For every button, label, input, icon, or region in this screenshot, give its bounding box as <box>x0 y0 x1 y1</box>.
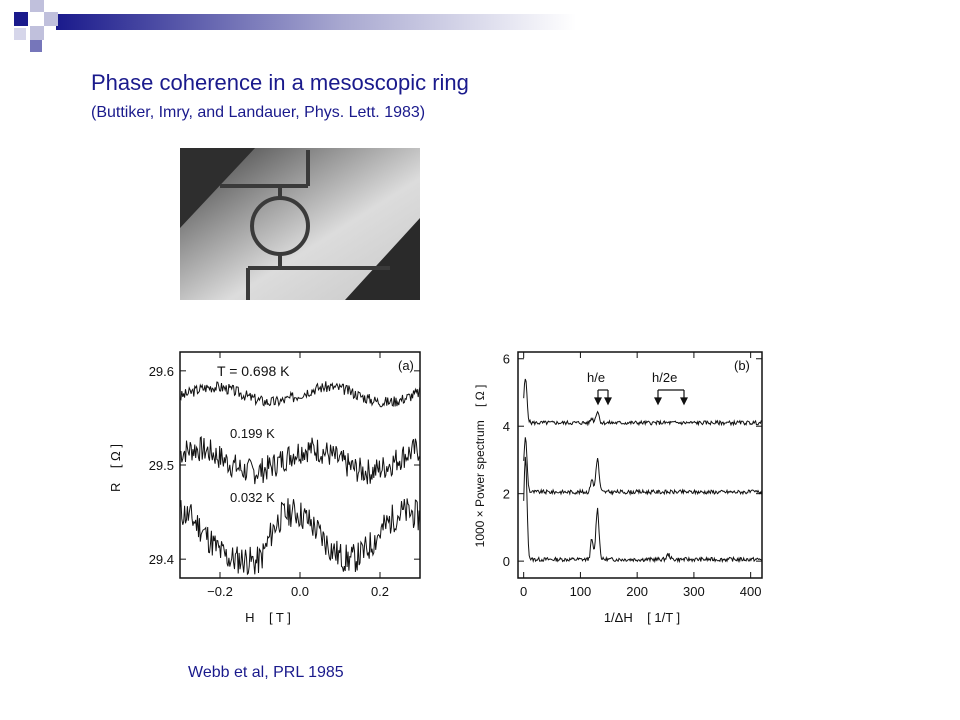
plot-b-axes: 0 100 200 300 400 6 4 2 0 <box>503 351 763 599</box>
plot-a-curve-label: T = 0.698 K <box>217 363 290 379</box>
plot-b-ylabel: 1000 × Power spectrum [ Ω ] <box>473 385 487 548</box>
plot-a-curve-label: 0.199 K <box>230 426 275 441</box>
plot-b-ytick-label: 6 <box>503 352 510 367</box>
plot-b-xtick-label: 300 <box>683 584 705 599</box>
plot-b: 0 100 200 300 400 6 4 2 0 (b) h/e h/2e 1/ΔH [ 1/… <box>473 351 763 625</box>
plot-a-trace <box>179 498 421 576</box>
plot-b-panel-label: (b) <box>734 358 750 373</box>
top-gradient-bar <box>56 14 576 30</box>
slide-title: Phase coherence in a mesoscopic ring <box>91 70 469 95</box>
corner-square-light <box>30 0 44 12</box>
corner-square-light <box>44 12 58 26</box>
plot-b-annotation-arrows <box>594 389 688 406</box>
plot-a-curve-label: 0.032 K <box>230 490 275 505</box>
corner-square-light <box>30 26 44 40</box>
plot-a: −0.2 0.0 0.2 29.6 29.5 29.4 (a) T = 0.698 K 0… <box>108 351 421 625</box>
plot-b-annotation-he: h/e <box>587 370 605 385</box>
plot-a-xtick-label: −0.2 <box>207 584 233 599</box>
plot-a-xtick-label: 0.2 <box>371 584 389 599</box>
plot-b-annotation-h2e: h/2e <box>652 370 677 385</box>
plot-b-spectrum <box>523 378 763 427</box>
plot-b-xtick-label: 200 <box>626 584 648 599</box>
plot-b-spectrum <box>523 456 763 564</box>
plot-a-trace <box>179 436 421 485</box>
plot-b-ytick-label: 4 <box>503 419 510 434</box>
plot-b-xtick-label: 100 <box>570 584 592 599</box>
slide-subtitle: (Buttiker, Imry, and Landauer, Phys. Let… <box>91 104 426 121</box>
plot-a-ytick-label: 29.4 <box>149 552 174 567</box>
plot-a-panel-label: (a) <box>398 358 414 373</box>
plot-b-xtick-label: 0 <box>520 584 527 599</box>
plot-a-axes: −0.2 0.0 0.2 29.6 29.5 29.4 <box>149 351 421 599</box>
plot-b-curves <box>523 378 763 564</box>
plot-a-ylabel: R [ Ω ] <box>108 444 123 492</box>
plot-b-xtick-label: 400 <box>740 584 762 599</box>
ring-micrograph <box>180 148 420 300</box>
plot-b-spectrum <box>523 437 763 496</box>
plot-b-ytick-label: 0 <box>503 554 510 569</box>
plot-b-ytick-label: 2 <box>503 487 510 502</box>
plot-a-ytick-label: 29.6 <box>149 364 174 379</box>
plot-a-trace <box>179 381 421 408</box>
plot-a-xtick-label: 0.0 <box>291 584 309 599</box>
corner-square-light <box>14 28 26 40</box>
plot-b-frame <box>517 351 763 579</box>
plot-a-ytick-label: 29.5 <box>149 458 174 473</box>
corner-square-dark <box>30 40 42 52</box>
plot-b-xlabel: 1/ΔH [ 1/T ] <box>604 610 680 625</box>
figure-credit: Webb et al, PRL 1985 <box>188 664 344 681</box>
corner-square-dark <box>14 12 28 26</box>
plot-a-curves <box>179 381 421 576</box>
plot-a-xlabel: H [ T ] <box>245 610 291 625</box>
